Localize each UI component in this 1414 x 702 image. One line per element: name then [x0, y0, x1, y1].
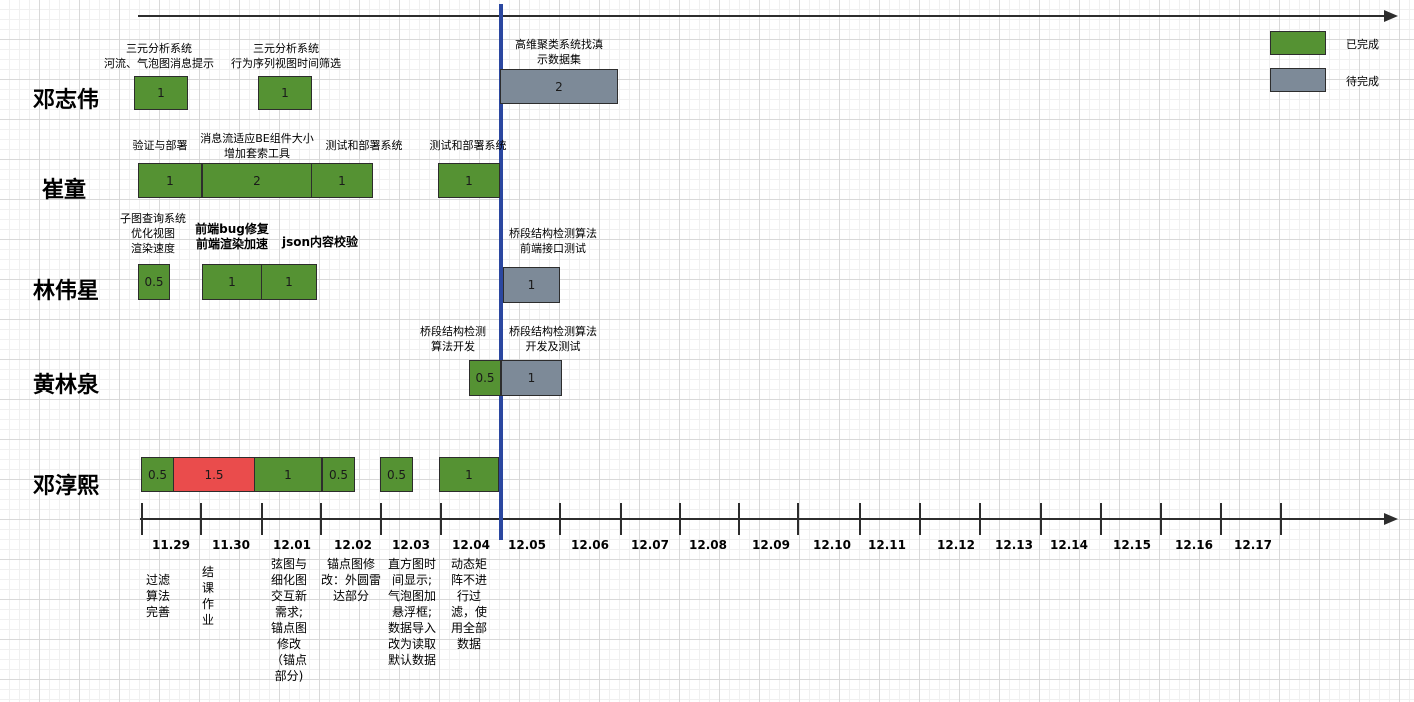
date-label: 12.03: [392, 538, 430, 552]
date-label: 12.07: [631, 538, 669, 552]
task-bar[interactable]: 1: [202, 264, 262, 300]
task-label: 桥段结构检测 算法开发: [420, 325, 486, 353]
task-label: json内容校验: [281, 235, 359, 249]
date-label: 12.15: [1113, 538, 1151, 552]
task-label: 三元分析系统 河流、气泡图消息提示: [104, 42, 214, 70]
task-label: 消息流适应BE组件大小 增加套索工具: [200, 132, 314, 160]
task-label: 测试和部署系统: [429, 139, 507, 152]
date-label: 12.09: [752, 538, 790, 552]
task-label: 桥段结构检测算法 前端接口测试: [509, 227, 597, 255]
task-label: 验证与部署: [132, 139, 188, 152]
task-bar[interactable]: 1: [503, 267, 560, 303]
date-axis-arrow-head: [1384, 513, 1398, 525]
legend-todo-label: 待完成: [1346, 75, 1379, 88]
task-label: 桥段结构检测算法 开发及测试: [509, 325, 597, 353]
date-label: 12.05: [508, 538, 546, 552]
task-label: 子图查询系统 优化视图 渲染速度: [120, 212, 186, 255]
top-arrow-head: [1384, 10, 1398, 22]
date-label: 12.01: [273, 538, 311, 552]
task-bar[interactable]: 0.5: [322, 457, 355, 492]
legend-todo-swatch: [1270, 68, 1326, 92]
task-bar[interactable]: 0.5: [380, 457, 413, 492]
daily-note: 弦图与 细化图 交互新 需求; 锚点图 修改 （锚点 部分): [270, 557, 307, 683]
daily-note: 动态矩 阵不进 行过 滤，使 用全部 数据: [450, 557, 487, 651]
task-bar[interactable]: 1: [134, 76, 188, 110]
task-bar[interactable]: 1: [138, 163, 202, 198]
date-label: 12.08: [689, 538, 727, 552]
task-label: 高维聚类系统找滇 示数据集: [515, 38, 603, 66]
task-bar[interactable]: 1: [261, 264, 317, 300]
task-label: 测试和部署系统: [325, 139, 403, 152]
date-label: 12.02: [334, 538, 372, 552]
person-name: 邓淳熙: [33, 474, 100, 499]
person-name: 林伟星: [33, 279, 100, 304]
person-name: 黄林泉: [33, 373, 100, 398]
daily-note: 直方图时 间显示; 气泡图加 悬浮框; 数据导入 改为读取 默认数据: [387, 557, 436, 667]
date-label: 11.30: [212, 538, 250, 552]
date-label: 12.16: [1175, 538, 1213, 552]
legend-done-swatch: [1270, 31, 1326, 55]
date-label: 12.14: [1050, 538, 1088, 552]
task-bar[interactable]: 1: [439, 457, 499, 492]
date-label: 12.12: [937, 538, 975, 552]
task-label: 前端bug修复 前端渲染加速: [195, 222, 269, 251]
date-label: 12.10: [813, 538, 851, 552]
date-label: 12.04: [452, 538, 490, 552]
task-bar[interactable]: 1: [438, 163, 500, 198]
date-label: 12.17: [1234, 538, 1272, 552]
task-bar[interactable]: 1: [254, 457, 322, 492]
date-label: 12.11: [868, 538, 906, 552]
person-name: 崔童: [42, 178, 87, 203]
date-label: 11.29: [152, 538, 190, 552]
daily-note: 结 课 作 业: [201, 565, 214, 627]
date-label: 12.06: [571, 538, 609, 552]
task-bar[interactable]: 1: [258, 76, 312, 110]
task-bar[interactable]: 0.5: [469, 360, 501, 396]
task-bar[interactable]: 1: [311, 163, 373, 198]
task-bar[interactable]: 2: [202, 163, 312, 198]
task-bar[interactable]: 2: [500, 69, 618, 104]
task-bar[interactable]: 0.5: [141, 457, 174, 492]
legend-done-label: 已完成: [1346, 38, 1379, 51]
date-label: 12.13: [995, 538, 1033, 552]
daily-note: 过滤 算法 完善: [145, 573, 170, 619]
task-label: 三元分析系统 行为序列视图时间筛选: [231, 42, 341, 70]
task-bar[interactable]: 0.5: [138, 264, 170, 300]
task-bar[interactable]: 1.5: [173, 457, 255, 492]
person-name: 邓志伟: [33, 88, 100, 113]
daily-note: 锚点图修 改：外圆雷 达部分: [320, 557, 381, 603]
task-bar[interactable]: 1: [501, 360, 562, 396]
